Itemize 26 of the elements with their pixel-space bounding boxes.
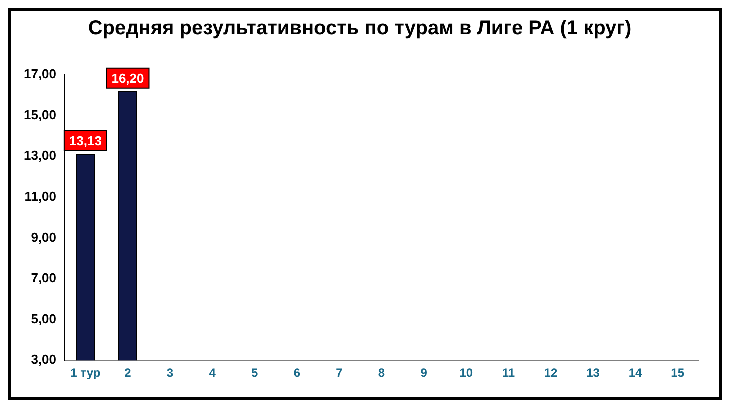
x-tick-label: 15 xyxy=(671,366,685,380)
y-tick-label: 9,00 xyxy=(31,230,57,245)
x-tick-label: 2 xyxy=(124,366,132,380)
x-tick-label: 1 тур xyxy=(70,366,101,380)
x-tick-label: 3 xyxy=(166,366,174,380)
x-tick-label: 8 xyxy=(378,366,386,380)
y-tick-label: 7,00 xyxy=(31,270,57,286)
x-tick-label: 13 xyxy=(586,366,600,380)
y-tick-label: 17,00 xyxy=(24,66,57,82)
y-tick-label: 13,00 xyxy=(24,148,57,164)
y-tick-label: 15,00 xyxy=(24,107,57,122)
x-tick-label: 10 xyxy=(460,366,474,380)
data-label: 16,20 xyxy=(112,70,144,86)
x-tick-label: 5 xyxy=(252,366,259,380)
x-tick-label: 7 xyxy=(336,366,344,380)
data-label: 13,13 xyxy=(69,134,102,149)
y-tick-label: 11,00 xyxy=(24,188,57,204)
y-tick-label: 3,00 xyxy=(31,352,57,368)
x-tick-label: 6 xyxy=(294,366,301,380)
x-tick-label: 14 xyxy=(628,366,643,380)
y-tick-label: 5,00 xyxy=(31,311,57,326)
x-tick-label: 12 xyxy=(544,366,558,380)
chart-title: Средняя результативность по турам в Лиге РА (1 круг) xyxy=(88,18,632,40)
x-tick-label: 9 xyxy=(420,366,428,380)
x-tick-label: 11 xyxy=(502,366,516,380)
x-tick-label: 4 xyxy=(209,366,216,380)
